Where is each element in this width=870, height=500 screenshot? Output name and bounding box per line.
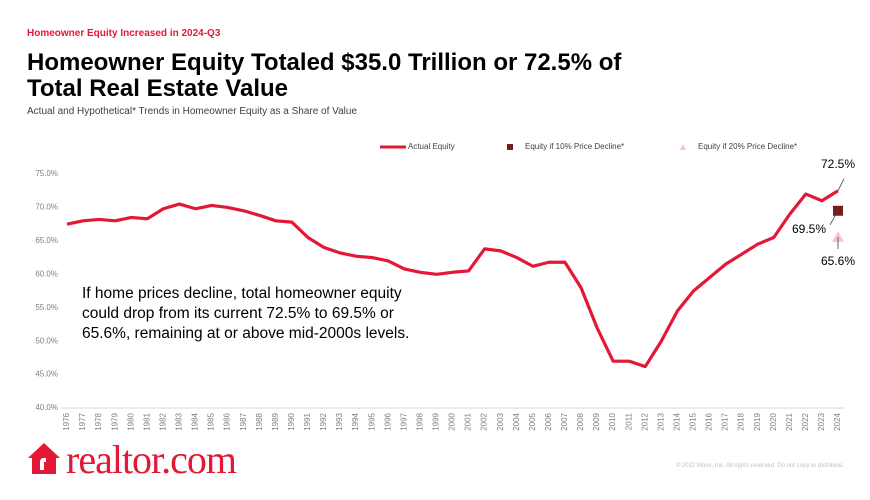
x-tick-label: 2024 [833,412,842,430]
x-tick-label: 1979 [110,412,119,430]
subtitle: Actual and Hypothetical* Trends in Homeo… [27,106,357,117]
x-tick-label: 1995 [367,412,376,430]
legend-label: Equity if 10% Price Decline* [525,142,624,151]
y-tick-label: 60.0% [35,269,58,278]
x-tick-label: 2010 [608,412,617,430]
y-tick-label: 45.0% [35,370,58,379]
x-tick-label: 2017 [721,412,730,430]
x-tick-label: 1992 [319,412,328,430]
legend-swatch [680,144,686,150]
logo-icon [28,443,60,474]
y-tick-label: 75.0% [35,169,58,178]
legend-label: Actual Equity [408,142,455,151]
x-tick-label: 2011 [624,412,633,430]
logo: realtor.com [66,437,237,482]
x-tick-label: 2013 [656,412,665,430]
x-tick-label: 2000 [448,412,457,430]
x-tick-label: 1985 [207,412,216,430]
x-tick-label: 1981 [142,412,151,430]
annotation: If home prices decline, total homeowner … [82,285,410,342]
x-tick-label: 1997 [399,412,408,430]
x-tick-label: 1983 [175,412,184,430]
x-tick-label: 1980 [126,412,135,430]
x-tick-label: 1996 [383,412,392,430]
legend-item: Equity if 10% Price Decline* [507,142,624,151]
x-tick-label: 2022 [801,412,810,430]
x-tick-label: 1987 [239,412,248,430]
x-tick-label: 1986 [223,412,232,430]
x-tick-label: 2020 [769,412,778,430]
kicker: Homeowner Equity Increased in 2024-Q3 [27,28,221,39]
x-tick-label: 1989 [271,412,280,430]
x-tick-label: 1993 [335,412,344,430]
x-tick-label: 2012 [640,412,649,430]
x-tick-label: 2005 [528,412,537,430]
legend-label: Equity if 20% Price Decline* [698,142,797,151]
x-tick-label: 2002 [480,412,489,430]
x-tick-label: 2004 [512,412,521,430]
x-tick-label: 2006 [544,412,553,430]
x-tick-label: 2001 [464,412,473,430]
x-tick-label: 2019 [753,412,762,430]
x-tick-label: 2014 [672,412,681,430]
x-tick-label: 1977 [78,412,87,430]
x-tick-label: 1984 [191,412,200,430]
y-tick-label: 70.0% [35,203,58,212]
x-tick-label: 2021 [785,412,794,430]
x-tick-label: 1990 [287,412,296,430]
leader-line [829,210,839,225]
value-label: 65.6% [821,254,855,268]
x-tick-label: 2008 [576,412,585,430]
x-tick-label: 1976 [62,412,71,430]
x-tick-label: 1991 [303,412,312,430]
x-tick-label: 1988 [255,412,264,430]
data-line [66,189,839,369]
y-tick-label: 65.0% [35,236,58,245]
x-tick-label: 2023 [817,412,826,430]
x-tick-label: 1999 [432,412,441,430]
footer: © 2022 Move, Inc. All rights reserved. D… [675,463,844,469]
value-label: 72.5% [821,157,855,171]
legend-item: Actual Equity [380,142,455,151]
x-tick-label: 2003 [496,412,505,430]
marker [832,230,844,242]
legend-swatch [507,144,513,150]
value-label: 69.5% [792,222,826,236]
x-tick-label: 2007 [560,412,569,430]
y-tick-label: 55.0% [35,303,58,312]
y-tick-label: 50.0% [35,336,58,345]
x-tick-label: 2009 [592,412,601,430]
x-tick-label: 1994 [351,412,360,430]
leader-line [837,178,845,191]
x-tick-label: 2016 [705,412,714,430]
x-tick-label: 1998 [415,412,424,430]
x-tick-label: 2015 [689,412,698,430]
y-tick-label: 40.0% [35,403,58,412]
x-tick-label: 2018 [737,412,746,430]
x-tick-label: 1978 [94,412,103,430]
x-tick-label: 1982 [158,412,167,430]
legend-item: Equity if 20% Price Decline* [680,142,797,151]
chart-title: Homeowner Equity Totaled $35.0 Trillion … [27,49,622,102]
